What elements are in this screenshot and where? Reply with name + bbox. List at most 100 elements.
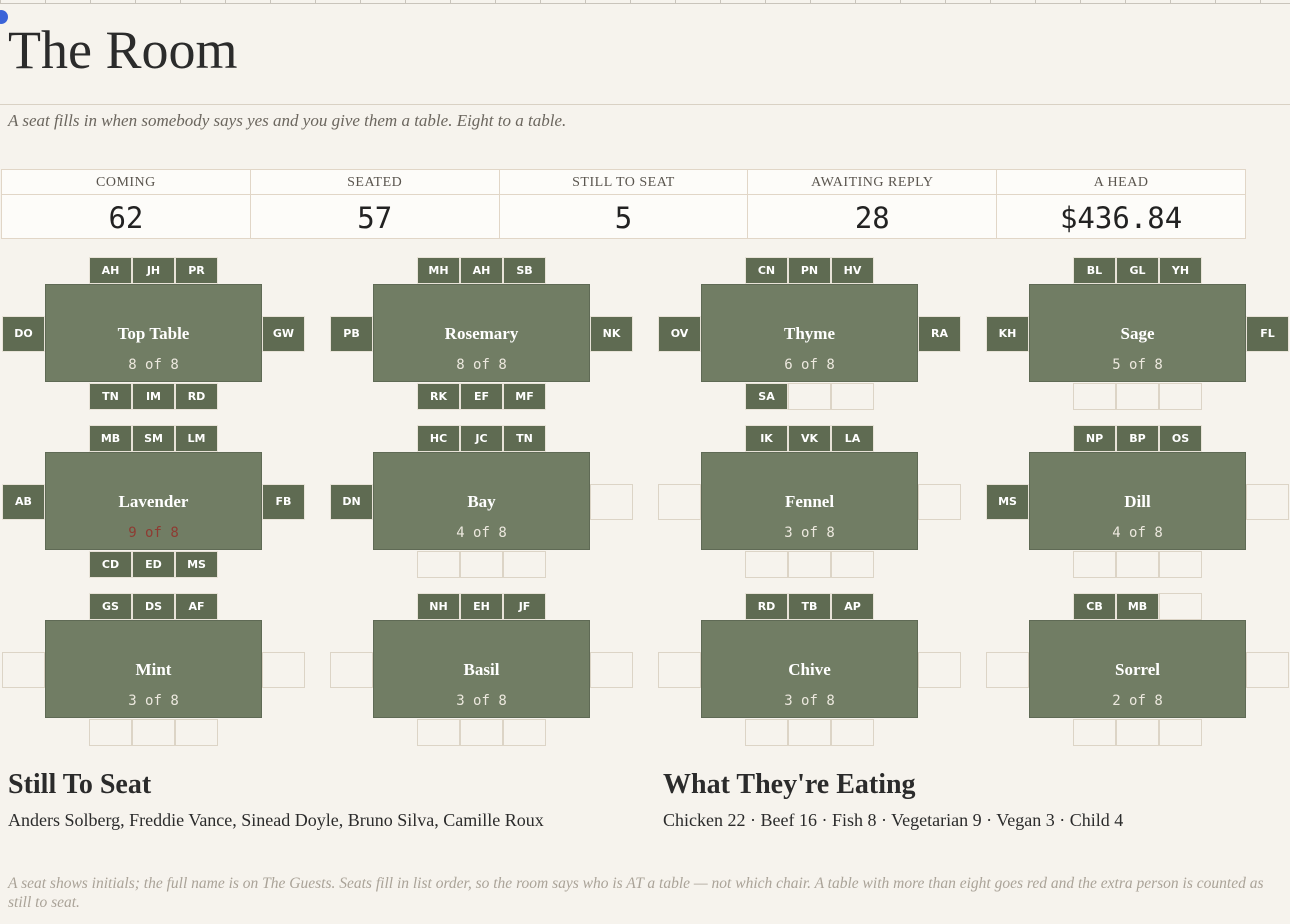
seat: TN	[89, 383, 132, 410]
table	[701, 452, 918, 550]
divider	[0, 104, 1290, 105]
seat: MH	[417, 257, 460, 284]
seat: CB	[1073, 593, 1116, 620]
table	[1029, 452, 1246, 550]
seat: VK	[788, 425, 831, 452]
seat: NP	[1073, 425, 1116, 452]
empty-seat	[745, 719, 788, 746]
seat: RD	[175, 383, 218, 410]
seat: AB	[2, 484, 45, 520]
stat-cell: A HEAD $436.84	[996, 169, 1246, 239]
seat: NH	[417, 593, 460, 620]
table-count: 3 of 8	[128, 693, 179, 709]
seat: SA	[745, 383, 788, 410]
seat: LA	[831, 425, 874, 452]
table	[45, 620, 262, 718]
seat: EH	[460, 593, 503, 620]
empty-seat	[918, 484, 961, 520]
page-title: The Room	[8, 20, 238, 80]
empty-seat	[1116, 551, 1159, 578]
seat: PN	[788, 257, 831, 284]
stat-value: 57	[357, 201, 393, 235]
seat: NK	[590, 316, 633, 352]
stat-label: SEATED	[250, 170, 499, 195]
table	[45, 284, 262, 382]
seat: BP	[1116, 425, 1159, 452]
meal-counts: Chicken 22 · Beef 16 · Fish 8 · Vegetari…	[663, 810, 1124, 830]
stat-value: $436.84	[1059, 201, 1183, 235]
seat: HC	[417, 425, 460, 452]
table-name: Dill	[1124, 492, 1151, 511]
seat: GS	[89, 593, 132, 620]
table-name: Thyme	[784, 324, 835, 343]
stat-value: 28	[854, 201, 890, 235]
table-count: 5 of 8	[1112, 357, 1163, 373]
table	[373, 284, 590, 382]
empty-seat	[831, 383, 874, 410]
empty-seat	[1246, 484, 1289, 520]
seat: CN	[745, 257, 788, 284]
table-count: 8 of 8	[456, 357, 507, 373]
seat: LM	[175, 425, 218, 452]
empty-seat	[918, 652, 961, 688]
stat-label: COMING	[2, 170, 250, 195]
empty-seat	[460, 719, 503, 746]
stat-value: 62	[108, 201, 144, 235]
stat-cell: AWAITING REPLY 28	[747, 169, 998, 239]
seat: MB	[1116, 593, 1159, 620]
empty-seat	[1073, 551, 1116, 578]
table-name: Rosemary	[444, 324, 519, 343]
unseated-list: Anders Solberg, Freddie Vance, Sinead Do…	[8, 810, 544, 830]
empty-seat	[1159, 383, 1202, 410]
empty-seat	[986, 652, 1029, 688]
stat-label: AWAITING REPLY	[748, 170, 997, 195]
seat: RK	[417, 383, 460, 410]
empty-seat	[1246, 652, 1289, 688]
seat: MS	[175, 551, 218, 578]
seat: HV	[831, 257, 874, 284]
seat: MF	[503, 383, 546, 410]
subtitle: A seat fills in when somebody says yes a…	[8, 111, 567, 130]
empty-seat	[89, 719, 132, 746]
stat-cell: COMING 62	[1, 169, 251, 239]
seat: IM	[132, 383, 175, 410]
seat: SB	[503, 257, 546, 284]
seat: AF	[175, 593, 218, 620]
seat: ED	[132, 551, 175, 578]
empty-seat	[1116, 719, 1159, 746]
table-name: Sage	[1120, 324, 1155, 343]
empty-seat	[658, 652, 701, 688]
table-count: 6 of 8	[784, 357, 835, 373]
seat: FB	[262, 484, 305, 520]
seat: DS	[132, 593, 175, 620]
seat: KH	[986, 316, 1029, 352]
table-name: Mint	[135, 660, 172, 679]
empty-seat	[1159, 551, 1202, 578]
table-count: 3 of 8	[456, 693, 507, 709]
empty-seat	[1116, 383, 1159, 410]
empty-seat	[788, 551, 831, 578]
stats-bar: COMING 62 SEATED 57 STILL TO SEAT 5 AWAITING R…	[1, 169, 1246, 239]
table-name: Fennel	[784, 492, 835, 511]
empty-seat	[831, 719, 874, 746]
section-title: What They're Eating	[663, 769, 916, 800]
seat: PB	[330, 316, 373, 352]
empty-seat	[132, 719, 175, 746]
table-count: 8 of 8	[128, 357, 179, 373]
empty-seat	[460, 551, 503, 578]
seat: TN	[503, 425, 546, 452]
seat: JH	[132, 257, 175, 284]
empty-seat	[503, 551, 546, 578]
seat: DN	[330, 484, 373, 520]
empty-seat	[2, 652, 45, 688]
table	[1029, 620, 1246, 718]
empty-seat	[1073, 383, 1116, 410]
table-count: 3 of 8	[784, 525, 835, 541]
seat: RD	[745, 593, 788, 620]
table-count: 9 of 8	[128, 525, 179, 541]
stat-label: A HEAD	[997, 170, 1245, 195]
footnote: A seat shows initials; the full name is …	[8, 875, 1264, 911]
seat: DO	[2, 316, 45, 352]
empty-seat	[503, 719, 546, 746]
